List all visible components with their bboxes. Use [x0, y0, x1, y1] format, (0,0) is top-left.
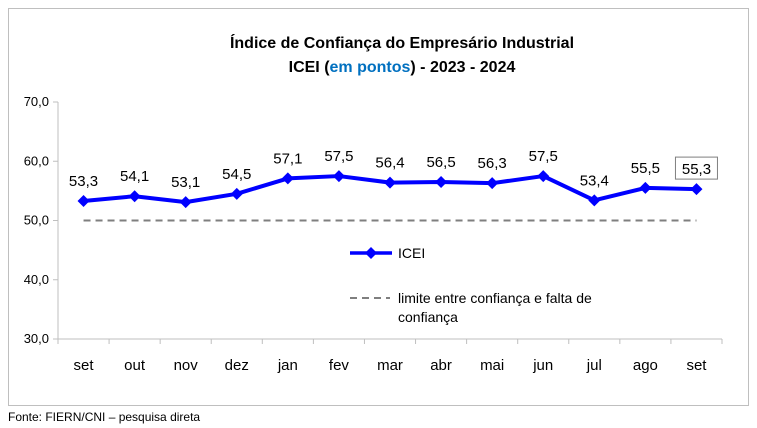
data-point-marker [230, 187, 243, 200]
data-label: 53,1 [171, 174, 200, 191]
data-label: 57,5 [324, 148, 353, 165]
data-point-marker [384, 176, 396, 189]
chart-subtitle: ICEI (em pontos) - 2023 - 2024 [289, 59, 516, 76]
data-point-marker [332, 170, 345, 183]
data-point-marker [486, 177, 499, 190]
x-tick-label: set [74, 357, 95, 374]
data-label: 55,3 [682, 161, 711, 178]
subtitle-units: em pontos [330, 59, 411, 76]
chart-frame [8, 8, 749, 406]
x-axis-ticks: set out nov dez jan fev mar abr mai jun jul ago set [57, 339, 723, 374]
x-tick-label: mai [480, 357, 504, 374]
data-label: 54,5 [222, 166, 251, 183]
subtitle-part-3: ) - 2023 - 2024 [410, 59, 515, 76]
data-point-marker [588, 194, 601, 207]
data-point-marker [128, 190, 141, 203]
x-tick-label: fev [329, 357, 350, 374]
x-tick-label: set [686, 357, 707, 374]
x-tick-label: nov [174, 357, 199, 374]
data-point-marker [77, 194, 90, 207]
highlighted-label-box [674, 156, 718, 180]
chart-title: Índice de Confiança do Empresário Indust… [230, 33, 574, 52]
data-label: 56,4 [375, 155, 404, 172]
data-label: 56,5 [426, 154, 455, 171]
series-icei [77, 170, 703, 209]
source-note: Fonte: FIERN/CNI – pesquisa direta [8, 410, 201, 424]
x-tick-label: abr [430, 357, 452, 374]
x-tick-label: mar [377, 357, 403, 374]
x-tick-label: jan [277, 357, 298, 374]
y-tick-label: 40,0 [24, 272, 49, 287]
legend-series-label: ICEI [398, 245, 425, 261]
data-label: 57,5 [529, 148, 558, 165]
legend: ICEI limite entre confiança e falta de c… [350, 245, 592, 325]
data-label: 53,3 [69, 173, 98, 190]
legend-reference-label-line-1: limite entre confiança e falta de [398, 290, 592, 306]
data-point-marker [435, 175, 448, 188]
data-point-marker [281, 172, 294, 185]
y-tick-label: 60,0 [24, 153, 49, 168]
x-tick-label: out [124, 357, 146, 374]
data-point-marker [690, 183, 703, 196]
data-label: 56,3 [478, 155, 507, 172]
data-label: 54,1 [120, 168, 149, 185]
y-axis-ticks: 30,0 40,0 50,0 60,0 70,0 [24, 94, 58, 346]
data-point-marker [537, 170, 550, 183]
legend-series-marker [365, 247, 377, 259]
y-tick-label: 50,0 [24, 213, 49, 228]
y-tick-label: 30,0 [24, 331, 49, 346]
x-tick-label: jul [586, 357, 602, 374]
data-labels: 53,3 54,1 53,1 54,5 57,1 57,5 56,4 56,5 56,3 57,5… [69, 148, 718, 191]
x-tick-label: ago [633, 357, 658, 374]
x-tick-label: jun [532, 357, 553, 374]
y-tick-label: 70,0 [24, 94, 49, 109]
legend-reference-label-line-2: confiança [398, 309, 458, 325]
data-point-marker [179, 196, 192, 209]
data-point-marker [639, 181, 652, 194]
data-label: 57,1 [273, 150, 302, 167]
x-tick-label: dez [225, 357, 249, 374]
data-label: 55,5 [631, 160, 660, 177]
data-label: 53,4 [580, 172, 609, 189]
subtitle-part-1: ICEI ( [289, 59, 331, 76]
